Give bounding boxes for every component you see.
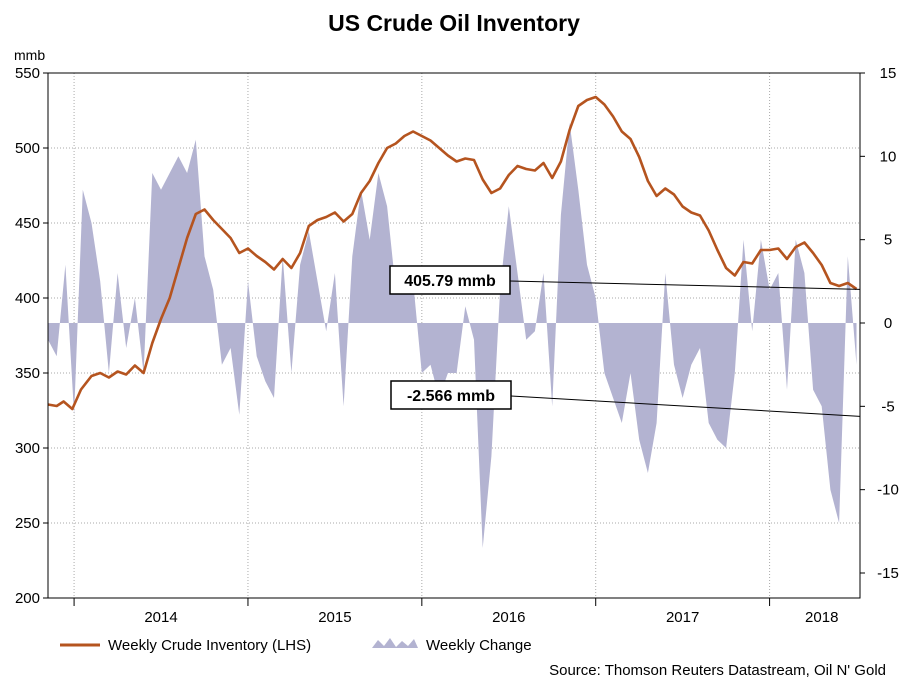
left-tick-label: 400	[15, 290, 40, 307]
left-tick-label: 350	[15, 365, 40, 382]
left-tick-label: 300	[15, 440, 40, 457]
left-tick-label: 550	[15, 65, 40, 82]
right-tick-label: -10	[877, 482, 899, 499]
right-axis: 15 10 5 0 -5 -10 -15	[860, 65, 899, 582]
x-tick-label: 2018	[805, 609, 838, 626]
inventory-series	[47, 95, 858, 411]
callout-box	[389, 265, 511, 295]
callout-label: -2.566 mmb	[407, 388, 495, 405]
x-tick-label: 2016	[492, 609, 525, 626]
callouts: 405.79 mmb -2.566 mmb	[389, 265, 861, 417]
callout-box	[390, 380, 512, 410]
callout-leader	[510, 395, 861, 417]
right-tick-label: 0	[884, 315, 892, 332]
left-tick-label: 250	[15, 515, 40, 532]
legend-label-inventory: Weekly Crude Inventory (LHS)	[108, 637, 311, 654]
weekly-change-area	[48, 123, 857, 548]
right-tick-label: 10	[880, 148, 897, 165]
right-tick-label: -15	[877, 565, 899, 582]
left-tick-label: 200	[15, 590, 40, 607]
x-tick-label: 2014	[144, 609, 177, 626]
left-axis: 200 250 300 350 400 450 500 550	[15, 65, 48, 607]
right-tick-label: -5	[881, 398, 894, 415]
callout-leader	[509, 280, 861, 290]
legend-label-change: Weekly Change	[426, 637, 532, 654]
right-tick-label: 15	[880, 65, 897, 82]
plot-frame	[47, 72, 861, 599]
inventory-line	[47, 95, 858, 411]
right-tick-label: 5	[884, 232, 892, 249]
source-note: Source: Thomson Reuters Datastream, Oil …	[549, 662, 886, 679]
callout-label: 405.79 mmb	[404, 273, 496, 290]
left-tick-label: 450	[15, 215, 40, 232]
x-axis: 2014 2015 2016 2017 2018	[73, 598, 838, 626]
chart-title: US Crude Oil Inventory	[328, 10, 580, 36]
left-axis-unit: mmb	[14, 47, 45, 63]
legend-swatch-change	[372, 638, 418, 648]
x-tick-label: 2017	[666, 609, 699, 626]
left-tick-label: 500	[15, 140, 40, 157]
x-tick-label: 2015	[318, 609, 351, 626]
legend: Weekly Crude Inventory (LHS) Weekly Chan…	[60, 637, 532, 654]
weekly-change-series	[48, 123, 857, 548]
